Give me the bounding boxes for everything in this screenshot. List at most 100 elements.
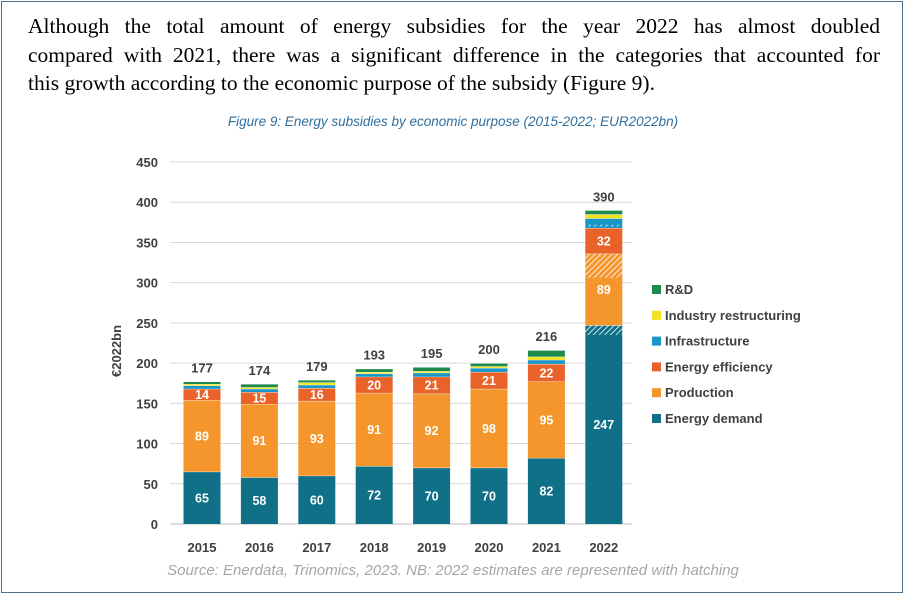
bar-segment [585,218,623,228]
data-label: 92 [425,424,439,438]
bar-segment [355,373,393,377]
x-tick-label: 2017 [302,540,331,555]
legend-swatch [652,362,661,372]
bar-segment [355,376,393,393]
total-label: 193 [363,348,385,363]
data-label: 70 [482,489,496,503]
data-label: 21 [482,374,496,388]
bar-segment [413,393,451,468]
bar-segment [527,381,565,459]
bar-segment [527,458,565,524]
bar-segment [527,350,565,357]
bar-segment [298,382,336,385]
data-label: 58 [252,494,266,508]
data-label: 82 [539,485,553,499]
bar-segment [527,363,565,382]
bar-segment [470,388,508,468]
hatched-estimate [585,224,623,227]
bar-segment [355,371,393,374]
y-tick-label: 50 [144,477,158,492]
bar-segment [585,325,623,524]
intro-line: this growth according to the economic pu… [28,71,655,95]
bar-segment [298,384,336,389]
total-label: 195 [421,346,443,361]
bar-segment [355,466,393,524]
bar-segment [183,381,221,385]
bar-segment [298,388,336,401]
y-tick-label: 0 [151,517,158,532]
y-tick-label: 350 [136,235,158,250]
y-tick-label: 450 [136,155,158,170]
y-tick-label: 100 [136,437,158,452]
bar-segment [240,392,278,405]
y-tick-label: 200 [136,356,158,371]
y-tick-label: 250 [136,316,158,331]
bar-segment [470,367,508,372]
bar-segment [183,384,221,386]
bar-segment [183,388,221,401]
bar-segment [527,356,565,360]
bar-segment [240,404,278,478]
legend-label: Energy efficiency [665,359,773,374]
data-label: 21 [425,379,439,393]
intro-line: compared with 2021, there was a signific… [28,42,880,67]
data-label: 14 [195,388,209,402]
y-axis-label: €2022bn [109,325,124,377]
legend-label: Energy demand [665,411,763,426]
data-label: 91 [367,423,381,437]
legend-label: R&D [665,282,693,297]
total-label: 216 [536,329,558,344]
bar-segment [298,380,336,383]
bar-segment [413,371,451,373]
data-label: 89 [597,283,611,297]
bar-segment [298,475,336,524]
data-label: 93 [310,432,324,446]
legend-label: Production [665,385,734,400]
legend-label: Industry restructuring [665,308,801,323]
total-label: 174 [249,363,271,378]
intro-paragraph: Although the total amount of energy subs… [28,12,880,98]
data-label: 247 [593,418,614,432]
hatched-estimate [585,253,623,278]
data-label: 22 [539,366,553,380]
bar-segment [413,372,451,377]
bar-segment [470,371,508,389]
data-label: 32 [597,234,611,248]
legend-swatch [652,388,661,398]
bar-segment [183,471,221,524]
data-label: 65 [195,491,209,505]
data-label: 91 [252,434,266,448]
source-note: Source: Enerdata, Trinomics, 2023. NB: 2… [167,562,739,579]
legend-swatch [652,310,661,320]
bar-segment [585,227,623,254]
x-tick-label: 2022 [589,540,618,555]
data-label: 95 [539,413,553,427]
total-label: 200 [478,342,500,357]
bar-segment [298,400,336,476]
bar-segment [240,388,278,393]
data-label: 72 [367,489,381,503]
x-tick-label: 2021 [532,540,561,555]
bar-segment [240,384,278,388]
figure-caption: Figure 9: Energy subsidies by economic p… [227,114,679,129]
legend-swatch [652,285,661,294]
bar-segment [183,385,221,389]
data-label: 15 [252,392,266,406]
intro-line: Although the total amount of energy subs… [28,14,880,38]
data-label: 16 [310,388,324,402]
bar-segment [183,400,221,472]
bar-segment [240,387,278,389]
bar-segment [470,363,508,367]
x-tick-label: 2019 [417,540,446,555]
data-label: 20 [367,378,381,392]
y-tick-label: 150 [136,396,158,411]
total-label: 177 [191,361,213,376]
legend-label: Infrastructure [665,334,750,349]
y-tick-label: 300 [136,276,158,291]
x-tick-label: 2015 [188,540,217,555]
data-label: 98 [482,422,496,436]
data-label: 60 [310,493,324,507]
bar-segment [470,366,508,368]
bar-segment [470,467,508,524]
